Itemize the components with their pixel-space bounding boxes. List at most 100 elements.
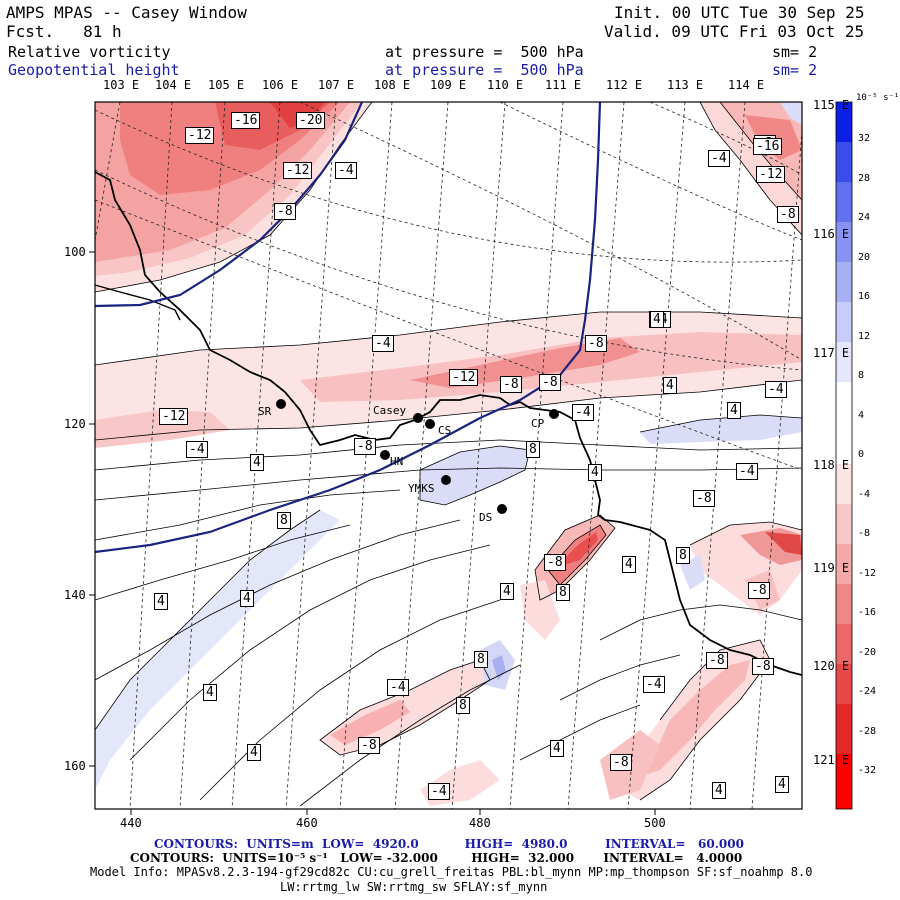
station-markers [276,399,559,514]
contour-label: -4 [765,381,787,398]
contour-label: -8 [693,490,715,507]
colorbar-tick-label: -20 [858,646,877,658]
contour-label: -4 [708,150,730,167]
contour-label: -8 [358,737,380,754]
footer-height-contours: CONTOURS: UNITS=m LOW= 4920.0 HIGH= 4980… [154,837,744,851]
contour-label: 4 [247,744,261,761]
contour-label: 4 [550,740,564,757]
contour-label: -8 [610,754,632,771]
lon-label-top: 113 E [667,78,704,92]
contour-label: 4 [727,402,741,419]
forecast-hour: Fcst. 81 h [6,22,122,41]
contour-label: 4 [500,583,514,600]
contour-label: 4 [154,593,168,610]
colorbar-tick-label: 0 [858,449,865,460]
colorbar-tick-label: -8 [858,528,871,539]
lon-label-top: 107 E [318,78,355,92]
lon-label-top: 108 E [374,78,411,92]
colorbar-tick-label: -24 [858,686,877,697]
lon-label-right: 119 E [813,561,850,575]
field1-pressure: at pressure = 500 hPa [385,43,584,61]
colorbar-tick-label: 20 [858,251,871,263]
contour-label: 4 [240,590,254,607]
field1-smoothing: sm= 2 [772,43,818,61]
contour-label: 8 [556,584,570,601]
x-tick-label: 440 [120,816,142,830]
station-label-cp: CP [531,417,545,430]
contour-label: -4 [428,783,450,800]
contour-label: -12 [159,408,189,425]
coastline [95,171,802,676]
contour-label: -4 [643,676,665,693]
contour-label: -20 [296,112,326,129]
y-tick-label: 160 [64,759,86,773]
valid-time: Valid. 09 UTC Fri 03 Oct 25 [604,22,865,41]
init-time: Init. 00 UTC Tue 30 Sep 25 [614,3,865,22]
contour-label: 4 [203,684,217,701]
contour-label: -8 [585,335,607,352]
lon-label-top: 105 E [208,78,245,92]
contour-label: 4 [775,776,789,793]
y-tick-label: 120 [64,417,86,431]
contour-label: -16 [231,112,261,129]
station-label-sr: SR [258,405,272,418]
lon-label-top: 109 E [430,78,467,92]
contour-label: -8 [354,438,376,455]
station-label-ymks: YMKS [408,482,435,495]
contour-label: 4 [622,556,636,573]
field2-smoothing: sm= 2 [772,61,818,79]
x-tick-label: 460 [296,816,318,830]
colorbar-tick-label: 24 [858,212,871,223]
geopotential-height-contours [95,102,602,554]
colorbar-tick-label: 16 [858,291,871,302]
contour-label: 8 [456,697,470,714]
colorbar-tick-label: -16 [858,607,877,618]
lon-label-right: 115 E [813,98,850,112]
field1-name: Relative vorticity [8,43,171,61]
colorbar-tick-label: -32 [858,765,877,776]
colorbar-tick-label: 4 [858,409,865,421]
lon-label-right: 116 E [813,227,850,241]
contour-label: 8 [676,547,690,564]
footer-model-info: Model Info: MPASv8.2.3-194-gf29cd82c CU:… [90,865,813,879]
station-label-hn: HN [390,455,404,468]
contour-label: -12 [185,127,215,144]
station-label-cs: CS [438,424,452,437]
contour-label: 4 [712,782,726,799]
colorbar-tick-label: -4 [858,488,871,500]
colorbar-tick-label: 32 [858,133,871,144]
colorbar-tick-label: 28 [858,172,871,184]
lon-label-top: 104 E [155,78,192,92]
y-tick-label: 140 [64,588,86,602]
negative-vorticity-shading [95,102,802,806]
contour-label: -4 [387,679,409,696]
colorbar-tick-label: -12 [858,567,877,579]
contour-label: 4 [588,464,602,481]
lon-label-top: 111 E [545,78,582,92]
contour-label: -16 [753,138,783,155]
field2-name: Geopotential height [8,61,180,79]
station-label-ds: DS [479,511,493,524]
colorbar-units: 10⁻⁵ s⁻¹ [856,93,900,103]
contour-label: -12 [449,369,479,386]
contour-label: 4 [663,377,677,394]
contour-label: -4 [335,162,357,179]
colorbar-tick-label: 12 [858,330,871,342]
contour-label: -8 [544,554,566,571]
contour-label: -4 [572,404,594,421]
footer-model-info-2: LW:rrtmg_lw SW:rrtmg_sw SFLAY:sf_mynn [280,880,548,894]
lon-label-top: 114 E [728,78,765,92]
contour-label: -4 [736,463,758,480]
lon-label-right: 117 E [813,346,850,360]
lon-label-top: 106 E [262,78,299,92]
contour-label: -12 [283,162,313,179]
contour-label: -12 [756,166,786,183]
contour-label: -8 [752,658,774,675]
contour-label: 8 [474,651,488,668]
contour-label: -8 [748,582,770,599]
x-tick-label: 500 [644,816,666,830]
contour-label: -4 [372,335,394,352]
lon-label-top: 110 E [487,78,524,92]
contour-label: 4 [650,311,664,328]
